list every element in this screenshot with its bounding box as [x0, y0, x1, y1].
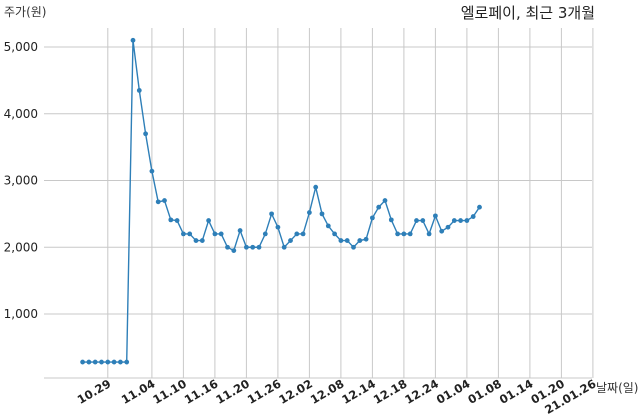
data-point	[218, 231, 224, 237]
x-tick-label: 01.08	[465, 376, 504, 406]
data-point	[307, 210, 312, 215]
x-tick-label: 12.24	[402, 376, 441, 406]
data-point	[445, 224, 451, 230]
x-tick-label: 12.14	[339, 376, 378, 406]
data-point	[376, 204, 382, 210]
x-tick-labels: 10.29 11.0411.1011.1611.2011.2612.0212.08…	[75, 376, 599, 416]
data-point	[401, 231, 407, 237]
data-point	[439, 228, 445, 234]
data-point	[187, 231, 193, 237]
data-point	[168, 217, 174, 223]
data-point	[414, 218, 419, 223]
data-point	[407, 231, 413, 237]
chart-title: 엘로페이, 최근 3개월	[461, 4, 595, 22]
y-tick-label: 1,000	[4, 307, 38, 321]
data-point	[344, 238, 350, 243]
data-point	[300, 231, 306, 237]
data-point	[237, 228, 243, 233]
data-point	[99, 359, 104, 365]
data-point	[357, 238, 363, 243]
data-point	[199, 238, 205, 243]
data-point	[162, 198, 167, 203]
data-point	[370, 215, 375, 221]
x-tick-label: 11.26	[245, 376, 284, 406]
series-line	[82, 40, 481, 363]
data-point	[470, 214, 476, 219]
x-tick-label: 12.18	[371, 376, 410, 406]
x-tick-label: 01.14	[497, 376, 536, 406]
data-point	[149, 168, 155, 174]
data-point	[458, 218, 463, 223]
data-point	[395, 231, 400, 237]
data-point	[256, 244, 262, 250]
x-tick-label: 12.02	[276, 376, 315, 406]
data-point	[426, 231, 432, 237]
data-point	[174, 218, 180, 223]
y-tick-label: 5,000	[4, 40, 38, 54]
x-tick-label: 12.08	[308, 376, 347, 406]
data-point	[80, 359, 85, 365]
data-point	[130, 37, 136, 43]
gridlines	[44, 28, 594, 379]
data-point	[244, 244, 249, 250]
data-point	[294, 231, 300, 237]
data-point	[319, 211, 325, 217]
data-point	[193, 238, 199, 243]
data-point	[351, 244, 356, 250]
data-point	[288, 238, 293, 243]
x-tick-label: 11.04	[119, 376, 158, 406]
x-tick-label: 11.16	[182, 376, 221, 406]
data-point	[111, 359, 117, 365]
data-point	[382, 198, 388, 203]
data-point	[363, 236, 369, 242]
data-point	[250, 244, 256, 250]
data-point	[420, 218, 426, 223]
data-point	[212, 231, 218, 237]
data-point	[477, 204, 482, 210]
data-point	[325, 223, 331, 229]
data-point	[136, 87, 142, 93]
data-point	[338, 238, 344, 243]
price-series	[80, 37, 482, 365]
data-point	[206, 218, 212, 223]
data-point	[105, 359, 111, 365]
data-point	[118, 359, 123, 365]
data-point	[433, 213, 438, 219]
data-point	[464, 218, 470, 223]
y-tick-labels: 1,000 2,000 3,000 4,000 5,000	[4, 40, 38, 321]
data-point	[155, 199, 161, 205]
data-point	[143, 131, 149, 137]
data-point	[181, 231, 186, 237]
x-tick-label: 01.04	[434, 376, 473, 406]
data-point	[225, 244, 230, 250]
data-point	[124, 359, 130, 365]
data-point	[86, 359, 92, 365]
data-point	[332, 231, 337, 237]
data-point	[275, 224, 281, 230]
data-point	[92, 359, 98, 365]
x-tick-label: 11.20	[213, 376, 252, 406]
y-tick-label: 4,000	[4, 107, 38, 121]
data-point	[269, 211, 274, 217]
data-point	[313, 184, 319, 190]
y-tick-label: 2,000	[4, 240, 38, 254]
x-tick-label: 11.10	[150, 376, 189, 406]
data-point	[281, 244, 287, 250]
data-point	[388, 217, 394, 223]
data-point	[231, 248, 237, 253]
x-tick-label: 10.29	[75, 376, 114, 406]
data-point	[262, 231, 268, 237]
y-tick-label: 3,000	[4, 174, 38, 188]
x-axis-label: 날짜(일)	[596, 381, 638, 395]
y-axis-label: 주가(원)	[4, 5, 46, 19]
data-point	[451, 218, 457, 223]
